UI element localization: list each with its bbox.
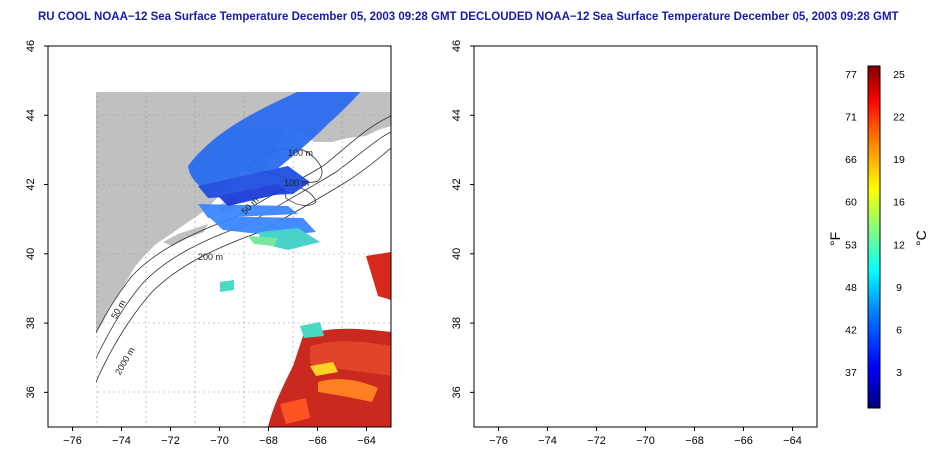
fahrenheit-tick-label: 37 [845,367,857,379]
colorbar-ticks: 77 71 66 60 53 48 42 37 25 22 19 16 12 9 6 3 [845,69,905,379]
x-tick-label: −68 [259,435,278,447]
svg-text:100 m: 100 m [724,148,749,158]
fahrenheit-tick-label: 66 [845,154,857,166]
celsius-label: °C [913,230,929,246]
celsius-tick-label: 25 [893,69,905,81]
svg-text:50 m: 50 m [240,195,261,216]
fahrenheit-tick-label: 42 [845,324,857,336]
y-tick-label: 36 [25,386,37,398]
svg-text:100 m: 100 m [284,178,309,188]
svg-text:100 m: 100 m [288,148,313,158]
celsius-tick-label: 3 [896,367,902,379]
left-map-frame [47,45,392,428]
y-tick-label: 40 [451,248,463,260]
celsius-tick-label: 6 [896,324,902,336]
y-tick-label: 38 [25,317,37,329]
celsius-tick-label: 9 [896,282,902,294]
celsius-tick-label: 12 [893,239,905,251]
fahrenheit-tick-label: 53 [845,239,857,251]
svg-text:200 m: 200 m [198,252,223,262]
svg-text:2000 m: 2000 m [113,345,137,376]
celsius-tick-label: 16 [893,197,905,209]
right-map-frame [473,45,818,428]
x-tick-label: −76 [489,435,508,447]
celsius-tick-label: 19 [893,154,905,166]
y-tick-label: 38 [451,317,463,329]
y-tick-label: 46 [25,40,37,52]
fahrenheit-tick-label: 60 [845,197,857,209]
colorbar [867,65,881,409]
celsius-tick-label: 22 [893,112,905,124]
svg-text:50 m: 50 m [109,298,128,320]
x-tick-label: −64 [783,435,802,447]
y-tick-label: 42 [25,178,37,190]
fahrenheit-tick-label: 77 [845,69,857,81]
x-tick-label: −76 [63,435,82,447]
x-tick-label: −74 [112,435,131,447]
right-map: 100 m 50 m 200 m 50 m 2000 m [474,46,817,427]
x-tick-label: −72 [587,435,606,447]
y-tick-label: 36 [451,386,463,398]
x-tick-label: −64 [357,435,376,447]
svg-text:200 m: 200 m [624,252,649,262]
x-tick-label: −74 [538,435,557,447]
left-map-title: RU COOL NOAA−12 Sea Surface Temperature … [38,11,457,23]
axis-ticks: −76 −74 −72 −70 −68 −66 −64 36 38 40 42 44 46 −76 −74 −… [25,40,802,447]
y-tick-label: 46 [451,40,463,52]
x-tick-label: −70 [210,435,229,447]
left-map: 100 m 100 m 50 m 200 m 50 m 2000 m [96,92,392,428]
fahrenheit-tick-label: 48 [845,282,857,294]
fahrenheit-tick-label: 71 [845,112,857,124]
svg-text:2000 m: 2000 m [539,345,563,376]
x-tick-label: −72 [161,435,180,447]
y-tick-label: 40 [25,248,37,260]
y-tick-label: 44 [25,109,37,121]
x-tick-label: −68 [685,435,704,447]
x-tick-label: −66 [734,435,753,447]
y-tick-label: 42 [451,178,463,190]
y-tick-label: 44 [451,109,463,121]
x-tick-label: −70 [636,435,655,447]
fahrenheit-label: °F [827,232,843,246]
right-map-title: DECLOUDED NOAA−12 Sea Surface Temperatur… [460,11,899,23]
svg-text:50 m: 50 m [666,201,687,222]
svg-text:50 m: 50 m [535,298,554,320]
x-tick-label: −66 [308,435,327,447]
